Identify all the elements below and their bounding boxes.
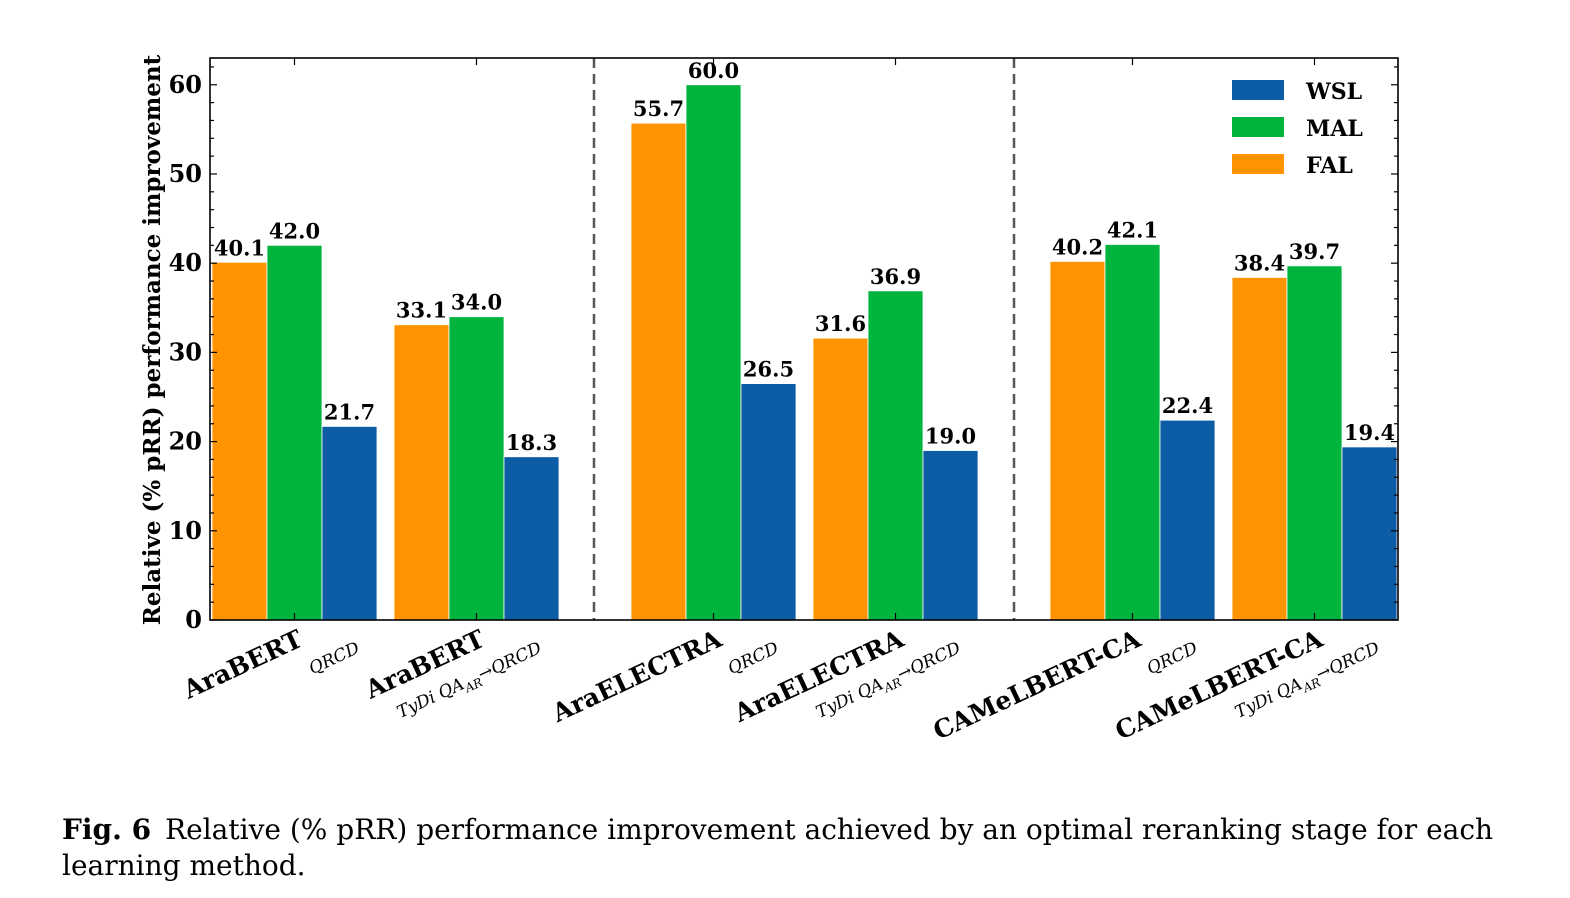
y-tick-label: 10 (169, 516, 202, 545)
y-tick-label: 20 (169, 427, 202, 456)
y-tick-label: 0 (185, 605, 202, 634)
data-label-fal: 40.2 (1052, 234, 1103, 259)
bar-wsl (1341, 446, 1398, 621)
bar-fal (1049, 260, 1106, 621)
data-label-wsl: 18.3 (506, 430, 557, 455)
data-label-mal: 42.0 (269, 218, 320, 243)
bar-wsl (321, 426, 378, 621)
data-label-fal: 40.1 (214, 235, 265, 260)
data-label-wsl: 19.4 (1344, 420, 1395, 445)
category-sub-label: QRCD (306, 638, 363, 679)
bar-fal (393, 324, 450, 621)
data-label-fal: 31.6 (815, 311, 866, 336)
bar-mal (266, 244, 323, 621)
caption-text: Relative (% pRR) performance improvement… (62, 813, 1494, 882)
data-label-mal: 42.1 (1107, 217, 1158, 242)
legend-label-fal: FAL (1306, 153, 1353, 179)
data-label-mal: 39.7 (1289, 239, 1340, 264)
y-tick-label: 40 (169, 248, 202, 277)
data-label-mal: 36.9 (870, 264, 921, 289)
category-main-label: AraELECTRA (547, 624, 727, 728)
figure-label: Fig. 6 (62, 813, 152, 846)
bar-mal (867, 290, 924, 621)
data-label-wsl: 22.4 (1162, 393, 1213, 418)
plot-frame (209, 57, 1399, 621)
legend-swatch-fal (1232, 154, 1284, 174)
legend-label-mal: MAL (1306, 116, 1363, 142)
data-label-fal: 55.7 (633, 96, 684, 121)
bar-mal (685, 84, 742, 621)
data-label-wsl: 21.7 (324, 399, 375, 424)
legend-swatch-mal (1232, 117, 1284, 137)
bar-wsl (1159, 419, 1216, 621)
y-axis-title: Relative (% pRR) performance improvement (139, 54, 166, 625)
y-tick-label: 60 (169, 70, 202, 99)
bar-wsl (503, 456, 560, 621)
category-sub-label: QRCD (725, 638, 782, 679)
data-label-mal: 34.0 (451, 290, 502, 315)
y-tick-label: 50 (169, 159, 202, 188)
data-label-wsl: 26.5 (743, 357, 794, 382)
bar-mal (1104, 244, 1161, 621)
bar-fal (1231, 277, 1288, 621)
bar-fal (211, 261, 268, 621)
data-label-fal: 38.4 (1234, 250, 1285, 275)
legend-label-wsl: WSL (1305, 79, 1362, 105)
data-label-fal: 33.1 (396, 298, 447, 323)
bar-chart: 40.142.021.733.1 34.018.355.760.026.531.6… (139, 54, 1399, 746)
y-tick-label: 30 (169, 337, 202, 366)
figure-caption: Fig. 6 Relative (% pRR) performance impro… (62, 812, 1532, 884)
bar-wsl (922, 450, 979, 621)
bar-fal (630, 122, 687, 621)
bar-mal (1286, 265, 1343, 621)
bar-mal (448, 316, 505, 621)
bar-wsl (740, 383, 797, 621)
data-label-wsl: 19.0 (925, 424, 976, 449)
category-main-label: CAMeLBERT-CA (929, 624, 1146, 746)
category-main-label: AraBERT (178, 624, 307, 705)
bar-fal (812, 337, 869, 621)
category-sub-label: QRCD (1144, 638, 1201, 679)
legend-swatch-wsl (1232, 80, 1284, 100)
